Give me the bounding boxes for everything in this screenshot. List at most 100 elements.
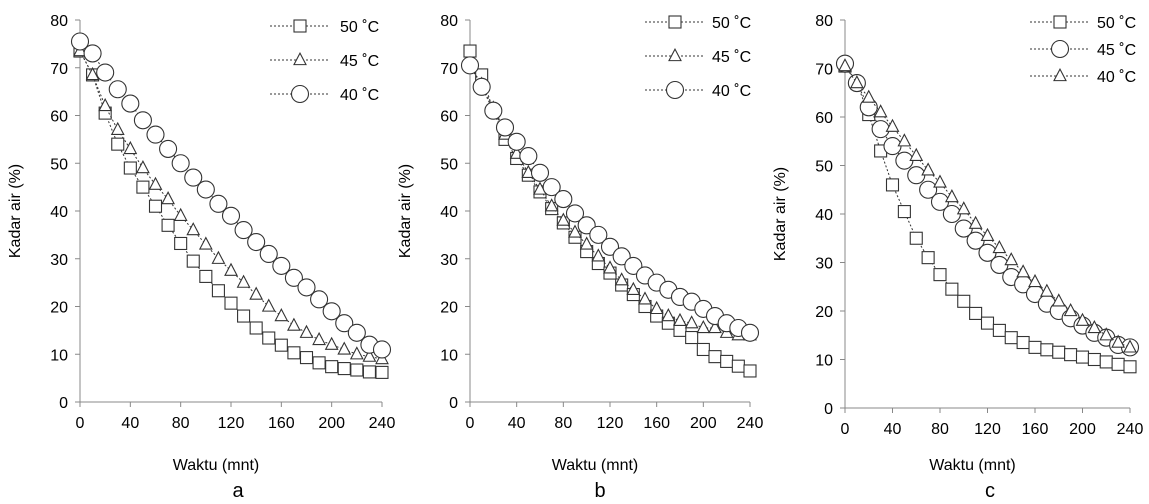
series-line bbox=[844, 63, 1131, 348]
legend-marker bbox=[1050, 39, 1070, 59]
data-point bbox=[171, 154, 190, 173]
data-point bbox=[148, 176, 163, 190]
x-tick-label: 0 bbox=[76, 415, 85, 432]
data-point bbox=[234, 221, 253, 240]
data-point bbox=[530, 163, 550, 182]
data-point bbox=[992, 323, 1006, 337]
series-circle bbox=[460, 56, 760, 342]
y-tick-label: 10 bbox=[815, 353, 833, 370]
data-point bbox=[249, 286, 264, 300]
data-point bbox=[325, 360, 339, 374]
data-point bbox=[199, 269, 213, 283]
data-point bbox=[909, 147, 924, 161]
data-point bbox=[1064, 348, 1078, 362]
data-point bbox=[1040, 343, 1054, 357]
data-point bbox=[957, 294, 971, 308]
data-point bbox=[885, 178, 900, 192]
data-point bbox=[673, 312, 687, 326]
panel-letter: a bbox=[232, 480, 244, 502]
legend-label: 50 ˚C bbox=[712, 15, 751, 32]
data-point bbox=[980, 227, 995, 241]
data-point bbox=[110, 121, 125, 135]
data-point bbox=[871, 120, 890, 139]
panel-letter: b bbox=[594, 480, 605, 502]
data-point bbox=[362, 348, 377, 362]
data-point bbox=[337, 362, 351, 376]
data-point bbox=[211, 250, 226, 264]
x-tick-label: 160 bbox=[268, 415, 295, 432]
legend-label: 40 ˚C bbox=[712, 83, 751, 100]
y-tick-label: 20 bbox=[440, 300, 458, 317]
data-point bbox=[1004, 252, 1019, 266]
data-point bbox=[186, 254, 200, 268]
data-point bbox=[259, 244, 278, 264]
x-tick-label: 40 bbox=[884, 421, 902, 438]
data-point bbox=[362, 365, 376, 379]
data-point bbox=[612, 247, 631, 266]
y-tick-label: 0 bbox=[449, 395, 458, 412]
data-point bbox=[1111, 357, 1125, 371]
data-point bbox=[626, 281, 641, 295]
data-point bbox=[554, 190, 573, 209]
data-point bbox=[897, 133, 912, 147]
data-point bbox=[519, 147, 538, 166]
series-line bbox=[469, 50, 751, 372]
data-point bbox=[96, 63, 115, 82]
data-point bbox=[310, 290, 329, 309]
y-tick-label: 70 bbox=[50, 61, 68, 78]
data-point bbox=[299, 351, 314, 365]
data-point bbox=[885, 118, 900, 132]
data-point bbox=[174, 236, 188, 251]
chart-panel-c: 0 10 20 30 40 50 60 70 80 0 40 80 120 160 200 240 Waktu … bbox=[772, 13, 1143, 502]
y-tick-label: 10 bbox=[440, 347, 458, 364]
data-point bbox=[568, 224, 582, 238]
data-point bbox=[507, 132, 526, 151]
data-point bbox=[577, 216, 596, 235]
data-point bbox=[372, 340, 392, 359]
data-point bbox=[297, 278, 316, 297]
x-tick-label: 120 bbox=[597, 415, 624, 432]
data-point bbox=[85, 66, 100, 81]
y-tick-label: 40 bbox=[440, 204, 458, 221]
data-point bbox=[1099, 355, 1113, 369]
data-point bbox=[111, 137, 125, 151]
y-tick-label: 80 bbox=[50, 13, 68, 30]
data-point bbox=[933, 174, 947, 188]
data-point bbox=[600, 237, 620, 256]
x-axis-label: Waktu (mnt) bbox=[929, 457, 1016, 474]
x-tick-label: 240 bbox=[737, 415, 764, 432]
x-tick-label: 0 bbox=[841, 421, 850, 438]
data-point bbox=[696, 319, 711, 334]
y-tick-label: 50 bbox=[440, 156, 458, 173]
legend-marker bbox=[668, 15, 682, 29]
data-point bbox=[1075, 350, 1090, 364]
data-point bbox=[565, 204, 585, 223]
data-point bbox=[1028, 273, 1042, 288]
y-tick-label: 50 bbox=[50, 156, 68, 173]
data-point bbox=[933, 268, 947, 282]
x-tick-label: 40 bbox=[121, 415, 139, 432]
legend-entry: 45 ˚C bbox=[1030, 39, 1136, 59]
legend-marker bbox=[293, 51, 307, 66]
data-point bbox=[673, 323, 687, 337]
data-point bbox=[969, 306, 983, 320]
data-point bbox=[463, 44, 477, 58]
data-point bbox=[312, 356, 326, 370]
data-point bbox=[1087, 319, 1102, 334]
data-point bbox=[1087, 352, 1101, 367]
series-line bbox=[469, 65, 750, 336]
y-axis-label: Kadar air (%) bbox=[772, 167, 789, 261]
data-point bbox=[1016, 335, 1030, 350]
x-tick-label: 120 bbox=[974, 421, 1001, 438]
y-axis-label: Kadar air (%) bbox=[7, 164, 24, 258]
data-point bbox=[287, 317, 301, 331]
data-point bbox=[1016, 264, 1031, 278]
data-point bbox=[708, 350, 722, 364]
data-point bbox=[247, 232, 266, 252]
x-tick-label: 240 bbox=[369, 415, 396, 432]
data-point bbox=[236, 274, 251, 288]
y-tick-label: 0 bbox=[824, 401, 833, 418]
legend-entry: 40 ˚C bbox=[270, 84, 379, 104]
data-point bbox=[544, 198, 559, 212]
